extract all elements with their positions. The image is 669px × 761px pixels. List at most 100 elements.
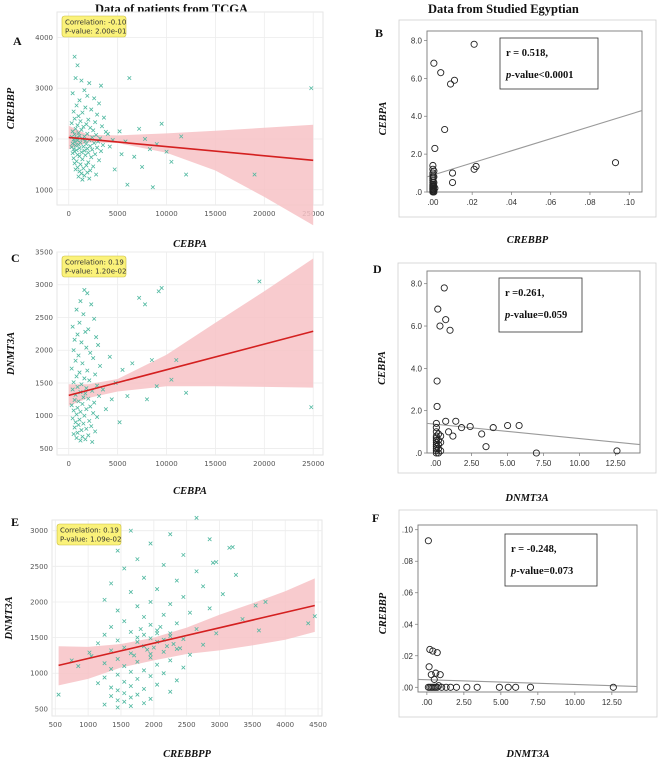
panel-c-ytick-label: 3500 <box>35 249 53 257</box>
panel-f-stats-box <box>504 533 598 587</box>
panel-c-point <box>125 393 130 399</box>
panel-e-point <box>312 614 317 619</box>
panel-d-xlabel: DNMT3A <box>504 493 548 504</box>
panel-d-point <box>434 430 443 438</box>
panel-d-stats-r: r =0.261, <box>505 288 545 299</box>
panel-c-point <box>73 358 78 363</box>
panel-e-point <box>148 655 153 660</box>
panel-a-point <box>72 161 77 166</box>
panel-e-point <box>128 683 133 689</box>
panel-c-confidence-band <box>68 258 314 406</box>
panel-a-xtick-label: 10000 <box>155 210 177 218</box>
panel-b-xtick-label: .08 <box>584 198 596 207</box>
panel-f-point <box>609 683 617 691</box>
panel-b-ytick-label: 2.0 <box>411 150 423 159</box>
panel-e-point <box>233 572 239 577</box>
panel-a-point <box>75 123 80 128</box>
panel-e-point <box>122 699 127 704</box>
panel-c-point <box>78 299 83 304</box>
panel-e-point <box>168 631 173 636</box>
panel-c-point <box>144 397 150 402</box>
panel-c-point <box>86 433 91 438</box>
panel-a-point <box>88 168 93 173</box>
panel-e-point <box>115 656 120 662</box>
panel-e-chart: 500 1000 1500 2000 2500 3000 3500 4000 4500 500 10… <box>4 515 327 760</box>
panel-c-point <box>89 302 94 307</box>
panel-e-point <box>109 624 114 629</box>
panel-c-point <box>76 399 81 404</box>
panel-e-confidence-band <box>58 578 315 686</box>
panel-e-ytick-label: 500 <box>35 705 48 713</box>
panel-d-point <box>434 305 442 313</box>
panel-c-point <box>100 387 106 392</box>
panel-a-point <box>164 149 169 154</box>
panel-f-point <box>512 683 520 691</box>
panel-a-point <box>91 164 96 169</box>
panel-f-xtick-label: 12.50 <box>602 698 623 707</box>
panel-e-point <box>158 624 163 629</box>
panel-c-point <box>184 390 189 395</box>
panel-a-stats-pvalue: P-value: 2.00e-01 <box>65 28 126 36</box>
panel-b-point <box>448 178 457 187</box>
panel-f-stats-pvalue: p-value=0.073 <box>510 566 573 577</box>
panel-a-point <box>75 138 80 143</box>
panel-a-point <box>309 86 314 91</box>
panel-e-point <box>306 621 311 626</box>
panel-e-point <box>174 646 179 652</box>
panel-e-point <box>109 693 114 699</box>
panel-b-ylabel: CEBPA <box>378 102 389 136</box>
panel-c-point <box>137 295 142 300</box>
panel-e-ytick-label: 3000 <box>30 527 48 535</box>
panel-a-point <box>83 105 88 110</box>
panel-f-point <box>438 683 446 691</box>
panel-e-point <box>155 662 160 667</box>
panel-a-point <box>76 130 81 135</box>
panel-a-point <box>117 129 122 134</box>
panel-c-ytick-label: 500 <box>40 445 53 453</box>
panel-d-point <box>434 449 443 457</box>
panel-a-point <box>72 116 77 121</box>
panel-e-xtick-label: 4500 <box>309 721 327 729</box>
panel-c-point <box>69 366 74 371</box>
panel-d-point <box>437 447 445 455</box>
panel-a-xtick-label: 5000 <box>109 210 127 218</box>
panel-e-point <box>102 702 107 707</box>
panel-e-xtick-label: 4000 <box>276 721 294 729</box>
panel-c-point <box>78 409 83 414</box>
panel-e-stats-correlation: Correlation: 0.19 <box>60 527 119 535</box>
panel-b-chart: .00 .02 .04 .06 .08 .10 .0 2.0 4.0 6.0 8.0 r = 0.51… <box>378 19 657 246</box>
panel-e-point <box>168 602 173 607</box>
panel-e-point <box>240 616 245 622</box>
panel-c-point <box>75 384 80 389</box>
panel-e-point <box>148 636 153 641</box>
panel-e-point <box>145 647 150 652</box>
panel-e-xtick-label: 1500 <box>112 721 130 729</box>
panel-c-point <box>92 400 97 405</box>
panel-c-point <box>80 361 85 366</box>
panel-f-stats-r: r = -0.248, <box>511 544 557 555</box>
panel-a-point <box>179 134 184 139</box>
panel-c-point <box>174 357 179 363</box>
panel-e-ylabel: DNMT3A <box>4 596 15 640</box>
panel-e-stats-box <box>56 523 122 546</box>
panel-e-point <box>115 548 120 553</box>
panel-a-point <box>125 182 130 187</box>
panel-b-point <box>430 59 438 67</box>
panel-d-point <box>432 436 440 444</box>
panel-b-stats-box <box>499 37 599 90</box>
panel-e-point <box>201 584 206 589</box>
panel-d-point <box>504 421 512 430</box>
panel-d-point <box>482 443 490 451</box>
panel-e-point <box>174 621 179 626</box>
panel-f-ytick-label: .04 <box>402 620 414 629</box>
panel-c-point <box>89 424 94 429</box>
panel-e-point <box>207 537 212 542</box>
panel-a-point <box>82 88 87 93</box>
panel-f-xtick-label: 7.50 <box>530 698 546 707</box>
panel-e-point <box>135 692 140 697</box>
panel-a-xtick-label: 15000 <box>204 210 226 218</box>
panel-c-point <box>84 345 89 350</box>
panel-e-point <box>194 515 199 520</box>
panel-a-point <box>70 141 75 146</box>
panel-a-point <box>81 144 86 149</box>
